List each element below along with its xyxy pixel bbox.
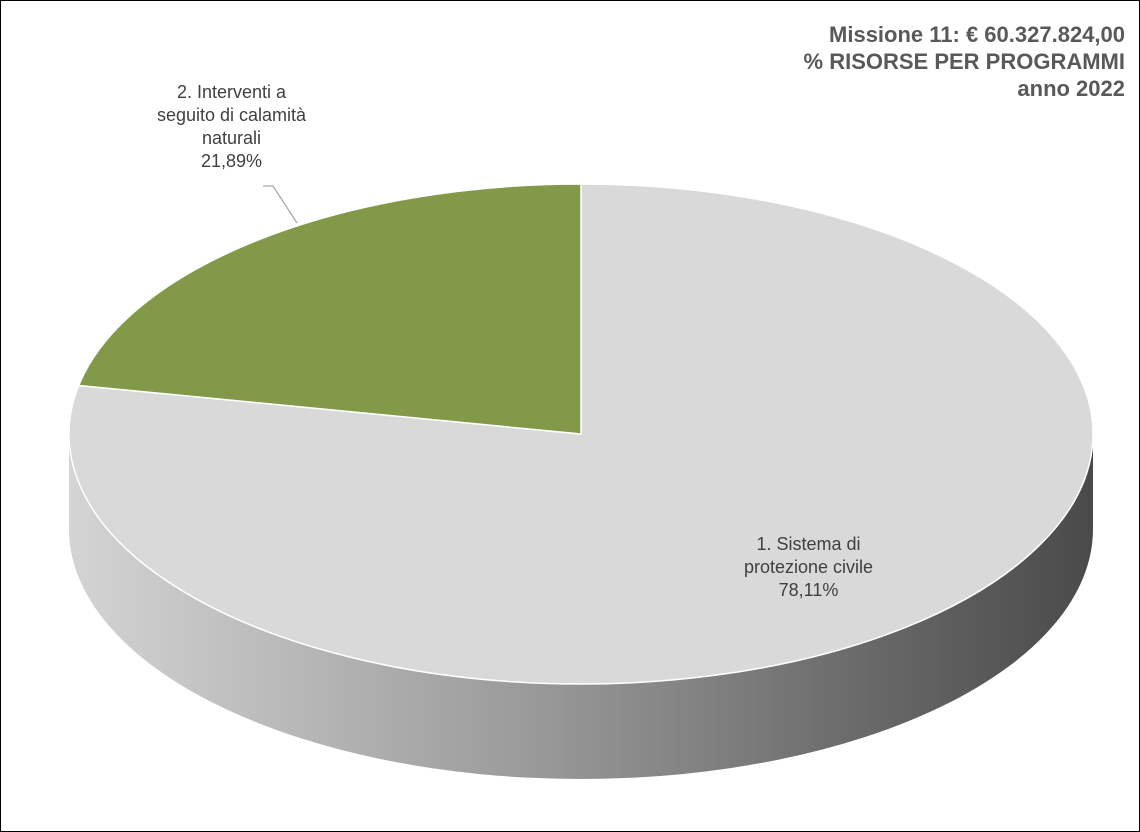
slice-label-interventi-line-3: naturali (201, 128, 262, 148)
slice-label-interventi: 2. Interventi a seguito di calamità natu… (109, 81, 354, 173)
slice-value-interventi: 21,89% (200, 151, 263, 171)
leader-lines (263, 185, 298, 224)
chart-title-line-2: % RISORSE PER PROGRAMMI (803, 49, 1125, 74)
leader-line-interventi (263, 185, 298, 224)
slice-label-interventi-line-1: 2. Interventi a (176, 82, 287, 102)
slice-label-protezione: 1. Sistema di protezione civile 78,11% (691, 533, 926, 602)
pie-slice-interventi-calamita (77, 183, 582, 435)
pie-top-face (68, 183, 1094, 685)
chart-title-line-3: anno 2022 (1017, 76, 1125, 101)
pie-side-surface (69, 434, 1093, 779)
chart-title-line-1: Missione 11: € 60.327.824,00 (829, 22, 1125, 47)
slice-value-protezione: 78,11% (778, 580, 839, 600)
slice-label-protezione-line-1: 1. Sistema di (756, 534, 861, 554)
slice-label-protezione-line-2: protezione civile (743, 557, 874, 577)
pie-side-wall (69, 434, 1093, 779)
slice-label-interventi-line-2: seguito di calamità (156, 105, 307, 125)
